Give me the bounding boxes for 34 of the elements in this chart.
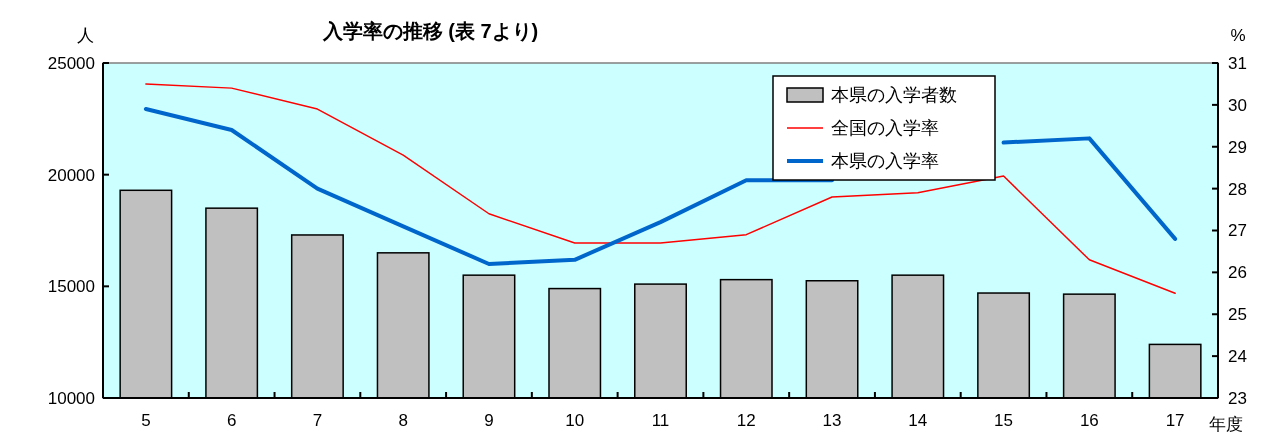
y2-tick-label: 25: [1228, 305, 1247, 325]
y2-tick-label: 24: [1228, 347, 1247, 367]
x-tick-label: 16: [1079, 411, 1099, 430]
y2-tick-label: 26: [1228, 263, 1247, 283]
y2-tick-label: 30: [1228, 95, 1247, 115]
line-series: [145, 83, 1176, 295]
legend-label: 全国の入学率: [831, 118, 939, 139]
legend-label: 本県の入学者数: [831, 85, 957, 106]
x-tick-label: 9: [484, 411, 494, 430]
y2-tick-label: 31: [1228, 53, 1247, 73]
x-axis-title: 年度: [1209, 415, 1243, 434]
x-tick-label: 14: [908, 411, 928, 430]
y2-tick-label: 23: [1228, 388, 1247, 408]
y-tick-label: 15000: [47, 277, 95, 297]
x-tick-label: 13: [822, 411, 842, 430]
x-tick-label: 12: [736, 411, 756, 430]
y2-tick-label: 27: [1228, 221, 1247, 241]
x-tick-label: 5: [141, 411, 151, 430]
y-axis-title: 人: [76, 26, 94, 45]
y2-tick-label: 29: [1228, 137, 1247, 157]
x-tick-label: 15: [994, 411, 1014, 430]
y2-tick-label: 28: [1228, 179, 1247, 199]
y2-axis-title: %: [1230, 26, 1246, 45]
x-tick-label: 8: [398, 411, 408, 430]
x-tick-label: 10: [565, 411, 585, 430]
x-tick-label: 17: [1165, 411, 1185, 430]
y-tick-label: 20000: [47, 165, 95, 185]
x-tick-label: 11: [651, 411, 670, 430]
legend-label: 本県の入学率: [831, 151, 939, 172]
x-tick-label: 7: [312, 411, 323, 430]
y-tick-label: 25000: [47, 53, 95, 73]
x-tick-label: 6: [226, 411, 237, 430]
y-tick-label: 10000: [47, 388, 95, 408]
chart-title: 入学率の推移 (表 7より): [321, 20, 539, 42]
